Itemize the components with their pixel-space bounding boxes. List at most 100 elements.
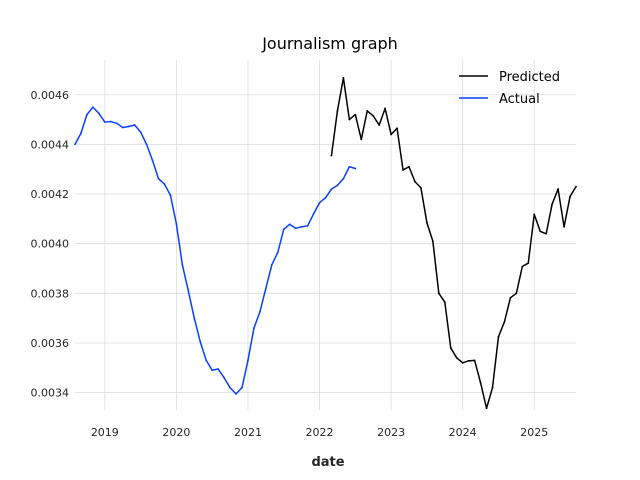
data-point bbox=[425, 221, 428, 224]
data-point bbox=[563, 225, 565, 228]
data-point bbox=[479, 381, 482, 384]
data-point bbox=[503, 320, 506, 323]
data-point bbox=[354, 113, 357, 116]
series-line-predicted bbox=[330, 77, 577, 410]
data-point bbox=[282, 228, 285, 231]
data-point bbox=[181, 263, 184, 266]
legend-label: Predicted bbox=[499, 70, 560, 85]
data-point bbox=[91, 106, 94, 109]
data-point bbox=[372, 114, 375, 117]
data-point bbox=[414, 180, 416, 183]
data-point bbox=[127, 125, 130, 128]
data-point bbox=[97, 112, 100, 115]
data-point bbox=[193, 317, 196, 320]
data-point bbox=[431, 240, 434, 243]
data-point bbox=[336, 109, 339, 112]
data-point bbox=[467, 359, 470, 362]
legend: Predicted Actual bbox=[459, 70, 560, 107]
data-point bbox=[527, 262, 530, 264]
x-tick-label: 2020 bbox=[162, 426, 190, 439]
data-point bbox=[187, 289, 190, 292]
data-point bbox=[121, 126, 124, 129]
data-point bbox=[217, 368, 220, 370]
data-point bbox=[264, 287, 267, 290]
data-point bbox=[390, 133, 393, 136]
x-tick-label: 2023 bbox=[377, 426, 405, 439]
data-point bbox=[497, 335, 500, 338]
data-point bbox=[473, 359, 476, 362]
data-point bbox=[342, 177, 345, 180]
y-tick-label: 0.0046 bbox=[31, 89, 70, 102]
series-layer bbox=[74, 76, 577, 410]
data-point bbox=[86, 113, 88, 116]
data-point bbox=[455, 356, 458, 359]
x-tick-label: 2019 bbox=[91, 426, 119, 439]
data-point bbox=[169, 194, 172, 197]
data-point bbox=[539, 230, 542, 233]
data-point bbox=[366, 109, 369, 112]
x-tick-label: 2022 bbox=[306, 426, 334, 439]
data-point bbox=[449, 347, 452, 349]
x-tick-label: 2024 bbox=[449, 426, 477, 439]
data-point bbox=[109, 120, 112, 123]
series-line-actual bbox=[74, 106, 356, 395]
data-point bbox=[408, 165, 410, 168]
data-point bbox=[288, 223, 291, 226]
data-point bbox=[241, 386, 243, 389]
data-point bbox=[276, 251, 279, 254]
data-point bbox=[569, 195, 571, 198]
data-point bbox=[312, 213, 315, 215]
data-point bbox=[318, 201, 321, 204]
data-point bbox=[330, 188, 333, 190]
data-point bbox=[223, 376, 226, 379]
data-point bbox=[294, 227, 297, 230]
y-tick-label: 0.0040 bbox=[31, 238, 70, 251]
data-point bbox=[575, 185, 577, 188]
data-point bbox=[557, 188, 560, 190]
y-tick-label: 0.0044 bbox=[31, 138, 70, 151]
tick-labels: 2019 2020 2021 2022 2023 2024 2025 0.0034 0.0036… bbox=[31, 89, 549, 439]
legend-label: Actual bbox=[499, 92, 540, 107]
data-point bbox=[378, 124, 381, 126]
y-tick-label: 0.0038 bbox=[31, 287, 70, 300]
data-point bbox=[270, 263, 273, 266]
data-point bbox=[205, 359, 208, 362]
data-point bbox=[258, 311, 261, 313]
y-tick-label: 0.0036 bbox=[31, 337, 70, 350]
data-point bbox=[330, 154, 333, 157]
data-point bbox=[336, 184, 339, 187]
data-point bbox=[402, 169, 404, 171]
data-point bbox=[348, 165, 351, 168]
data-point bbox=[229, 386, 231, 389]
data-point bbox=[80, 132, 82, 135]
x-axis-label: date bbox=[311, 455, 344, 470]
data-point bbox=[461, 361, 464, 364]
data-point bbox=[348, 118, 351, 121]
data-point bbox=[509, 296, 512, 299]
data-point bbox=[133, 124, 136, 126]
data-point bbox=[157, 177, 160, 180]
data-point bbox=[437, 292, 440, 295]
data-point bbox=[139, 131, 142, 133]
data-point bbox=[300, 225, 303, 228]
data-point bbox=[151, 159, 154, 162]
data-point bbox=[515, 292, 518, 295]
data-point bbox=[235, 392, 237, 395]
data-point bbox=[485, 407, 488, 410]
data-point bbox=[342, 76, 345, 79]
data-point bbox=[354, 167, 357, 170]
data-point bbox=[324, 196, 327, 199]
y-tick-label: 0.0034 bbox=[31, 387, 70, 400]
data-point bbox=[199, 340, 202, 343]
data-point bbox=[533, 213, 536, 216]
grid bbox=[75, 60, 576, 410]
data-point bbox=[306, 224, 309, 227]
data-point bbox=[253, 327, 255, 329]
data-point bbox=[443, 301, 446, 303]
data-point bbox=[74, 143, 76, 146]
data-point bbox=[551, 203, 554, 205]
x-tick-label: 2025 bbox=[520, 426, 548, 439]
data-point bbox=[420, 186, 422, 189]
data-point bbox=[103, 121, 106, 123]
